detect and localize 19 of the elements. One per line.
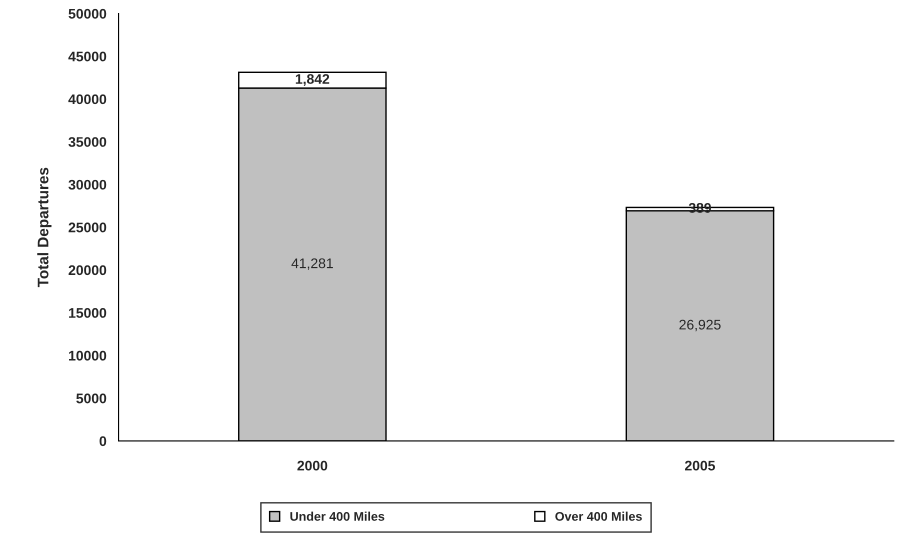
y-axis-title: Total Departures	[37, 168, 52, 288]
legend-label: Under 400 Miles	[290, 512, 384, 521]
x-tick-label: 2005	[684, 460, 716, 471]
y-tick-label: 30000	[68, 180, 106, 190]
y-tick-label: 5000	[76, 394, 106, 404]
y-tick-label: 0	[100, 436, 106, 446]
data-label: 26,925	[679, 320, 721, 332]
legend-label: Over 400 Miles	[555, 512, 642, 521]
data-label: 41,281	[291, 258, 333, 270]
data-label: 1,842	[296, 74, 330, 86]
y-tick-label: 10000	[69, 350, 106, 361]
y-tick-label: 45000	[68, 52, 106, 62]
x-tick-label: 2000	[297, 460, 328, 471]
y-tick-label: 50000	[68, 8, 106, 19]
y-tick-label: 15000	[69, 308, 106, 318]
y-tick-label: 35000	[68, 137, 106, 147]
y-tick-label: 40000	[68, 94, 106, 104]
y-tick-label: 25000	[68, 222, 106, 232]
y-tick-label: 20000	[68, 265, 106, 276]
